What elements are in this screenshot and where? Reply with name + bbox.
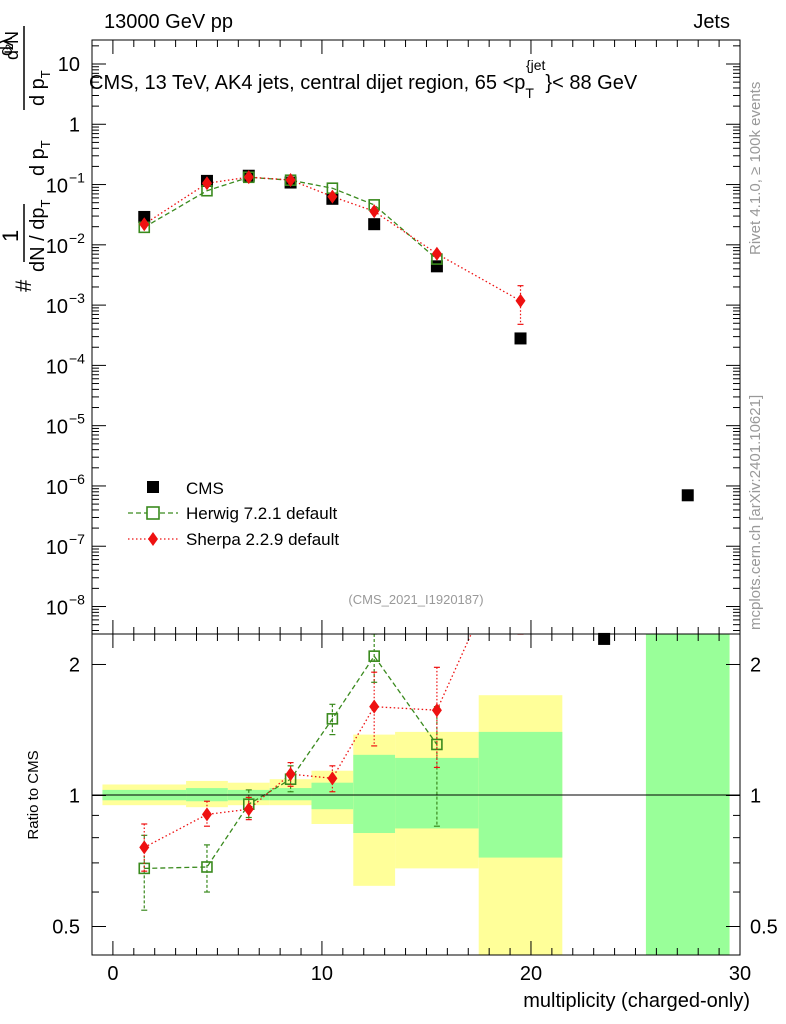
sherpa-point-0 [139,217,150,232]
sherpa-ratio-point-1 [201,807,212,822]
sherpa-point-3 [285,172,296,187]
sherpa-ratio-point-0 [139,840,150,855]
main-ytick-exp-4: −3 [69,290,85,306]
main-ytick-label-6: 10 [46,417,68,439]
sherpa-ratio-line [143,634,472,848]
band-stat-4 [311,782,354,810]
herwig-main-line [143,176,438,260]
main-ytick-exp-8: −7 [69,531,85,547]
main-ytick-label-5: 10 [46,356,68,378]
cms-point-5 [368,218,381,231]
main-ytick-exp-6: −5 [69,411,85,427]
herwig-ratio-point-0 [138,862,151,875]
y-label-rhs-den2: d pT [27,70,53,106]
legend-label-herwig: Herwig 7.2.1 default [186,504,337,523]
sherpa-ratio-point-6 [431,703,442,718]
y-label-rhs-den: d pT [27,140,53,176]
main-ytick-exp-2: −1 [69,170,85,186]
main-ytick-label-0: 10 [58,54,80,76]
sherpa-point-4 [327,189,338,204]
sherpa-point-1 [201,176,212,191]
ratio-panel-series [138,517,526,911]
main-ytick-exp-5: −4 [69,350,85,366]
main-ytick-label-3: 10 [46,236,68,258]
ratio-clipped-group [138,517,526,911]
axis-ticks [91,40,741,955]
main-ytick-label-7: 10 [46,477,68,499]
y-label-numerator: 1 [0,230,23,242]
main-ytick-exp-3: −2 [69,230,85,246]
main-panel-series [138,169,694,645]
rivet-version-label: Rivet 4.1.0, ≥ 100k events [747,82,764,255]
sherpa-point-2 [243,170,254,185]
ratio-ytick-right-0: 0.5 [750,916,778,938]
ratio-ytick-left-1: 1 [69,785,80,807]
cms-point-0 [138,210,151,223]
legend-marker-cms [147,481,159,493]
herwig-ratio-point-4 [326,713,339,725]
cms-point-7 [514,332,527,345]
sherpa-ratio-point-7 [516,517,526,531]
sherpa-ratio-point-4 [327,771,338,786]
cms-point-9 [681,489,694,502]
ratio-ytick-left-0: 0.5 [52,916,80,938]
y-label-rhs-num: d²N [2,31,22,60]
band-stat-5 [353,754,396,833]
main-ytick-label-9: 10 [46,598,68,620]
main-y-axis-label: # 1 dN / dpT # d pT # d²N d pT dλ [0,26,53,292]
sherpa-ratio-point-3 [285,767,296,782]
legend-label-sherpa: Sherpa 2.2.9 default [186,530,339,549]
ratio-ytick-right-2: 2 [750,654,761,676]
ratio-ytick-right-1: 1 [750,785,761,807]
main-ytick-exp-7: −6 [69,471,85,487]
xtick-label-2: 20 [520,963,542,985]
y-label-denominator: dN / dpT [27,200,53,272]
sherpa-point-5 [369,204,380,219]
main-ytick-label-1: 1 [69,114,80,136]
ratio-y-axis-label: Ratio to CMS [25,750,42,839]
y-label-hash-lead: # [11,279,36,292]
sherpa-point-7 [515,293,526,308]
plot-title: CMS, 13 TeV, AK4 jets, central dijet reg… [89,57,638,101]
legend-marker-herwig [146,506,160,520]
main-ytick-label-2: 10 [46,176,68,198]
header-energy: 13000 GeV pp [104,11,233,33]
header-category: Jets [693,11,730,33]
mcplots-source-label: mcplots.cern.ch [arXiv:2401.10621] [747,395,764,630]
cms-point-8 [598,632,611,645]
legend-marker-sherpa [148,532,158,546]
band-stat-3 [269,788,312,801]
herwig-ratio-point-6 [431,738,443,751]
ratio-ytick-left-2: 2 [69,654,80,676]
sherpa-point-6 [431,246,442,261]
xtick-label-0: 0 [107,963,118,985]
y-label-rhs-dlambda: dλ [0,37,16,56]
sherpa-ratio-point-2 [243,802,254,817]
herwig-ratio-point-5 [368,650,380,662]
xtick-label-1: 10 [311,963,333,985]
legend-label-cms: CMS [186,479,224,498]
analysis-id-watermark: (CMS_2021_I1920187) [348,592,483,607]
main-ytick-label-8: 10 [46,537,68,559]
herwig-ratio-point-1 [201,861,213,873]
legend: CMS Herwig 7.2.1 default Sherpa 2.2.9 de… [128,479,339,549]
main-ytick-label-4: 10 [46,296,68,318]
sherpa-ratio-point-5 [369,699,380,714]
x-axis-label: multiplicity (charged-only) [523,990,750,1012]
ratio-tick-labels: 0.5 0.51 12 20 10 20 30 [52,654,778,985]
main-ytick-exp-9: −8 [69,592,85,608]
xtick-label-3: 30 [729,963,751,985]
